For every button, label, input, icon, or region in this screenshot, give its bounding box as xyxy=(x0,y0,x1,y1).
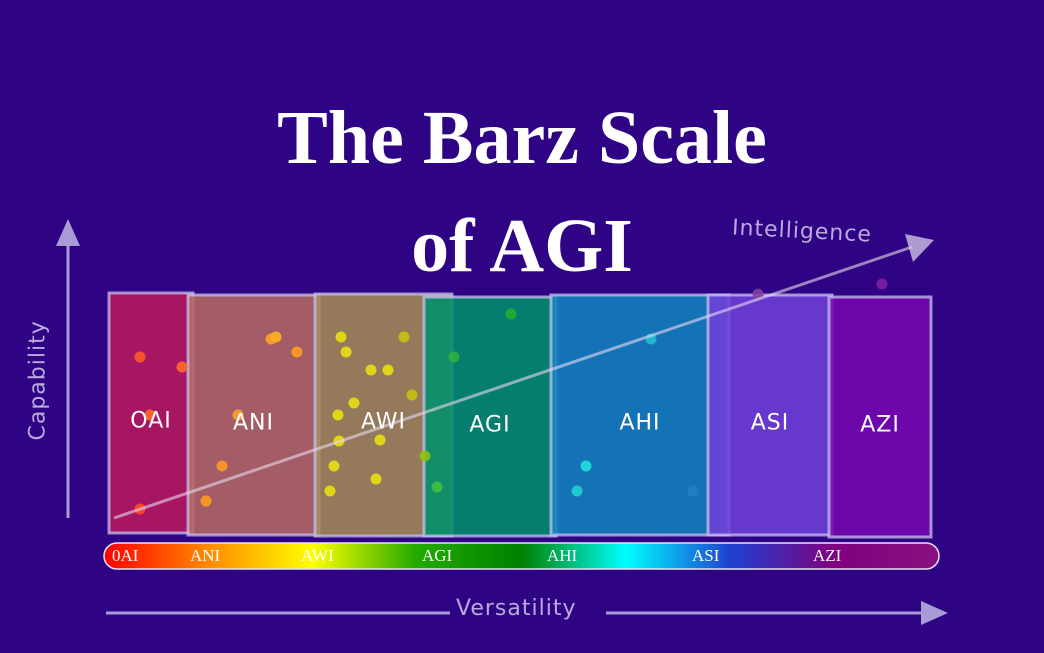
level-label-asi: ASI xyxy=(750,410,790,436)
level-box-ani xyxy=(186,293,321,537)
scatter-dot xyxy=(365,364,377,376)
capability-arrowhead-icon xyxy=(56,219,80,246)
scatter-dot xyxy=(270,331,282,343)
capability-axis-label: Capability xyxy=(25,320,51,441)
scatter-dot xyxy=(200,495,212,507)
intelligence-arrowhead-icon xyxy=(905,234,934,262)
scatter-dot xyxy=(876,278,888,290)
scatter-dot xyxy=(232,409,244,421)
scatter-dot xyxy=(431,481,443,493)
level-label-azi: AZI xyxy=(860,412,900,438)
scatter-dot xyxy=(340,346,352,358)
title-line-1: The Barz Scale xyxy=(277,96,767,180)
title-line-2: of AGI xyxy=(411,204,633,288)
scatter-dot xyxy=(374,434,386,446)
level-label-oai: OAI xyxy=(130,408,172,434)
scatter-dot xyxy=(398,331,410,343)
scatter-dot xyxy=(752,288,764,300)
scatter-dot xyxy=(580,460,592,472)
spectrum-label-0ai: 0AI xyxy=(112,546,139,565)
scatter-dot xyxy=(505,308,517,320)
spectrum-label-agi: AGI xyxy=(422,546,453,565)
level-box-azi xyxy=(827,295,933,539)
scatter-dot xyxy=(324,485,336,497)
spectrum-label-asi: ASI xyxy=(692,546,720,565)
scatter-dot xyxy=(571,485,583,497)
scatter-dot xyxy=(176,361,188,373)
scatter-dot xyxy=(134,351,146,363)
spectrum-label-ahi: AHI xyxy=(547,546,578,565)
versatility-arrowhead-icon xyxy=(921,601,948,625)
scatter-dot xyxy=(448,351,460,363)
intelligence-trend-line xyxy=(113,245,913,520)
scatter-dot xyxy=(348,397,360,409)
scatter-dot xyxy=(335,331,347,343)
spectrum-label-awi: AWI xyxy=(301,546,334,565)
scatter-dot xyxy=(291,346,303,358)
level-label-ani: ANI xyxy=(233,410,274,436)
scatter-dot xyxy=(406,389,418,401)
scatter-dot xyxy=(382,364,394,376)
spectrum-label-ani: ANI xyxy=(190,546,221,565)
level-label-ahi: AHI xyxy=(619,410,661,436)
scatter-dot xyxy=(332,409,344,421)
level-label-awi: AWI xyxy=(360,409,407,435)
level-label-agi: AGI xyxy=(469,412,511,438)
scatter-dot xyxy=(687,485,699,497)
versatility-axis-label: Versatility xyxy=(456,596,577,621)
level-box-asi xyxy=(706,293,834,537)
spectrum-bar xyxy=(103,542,940,570)
scatter-dot xyxy=(144,409,156,421)
scatter-dot xyxy=(216,460,228,472)
scatter-dot xyxy=(370,473,382,485)
spectrum-label-azi: AZI xyxy=(813,546,842,565)
scatter-dot xyxy=(328,460,340,472)
scatter-dot xyxy=(419,450,431,462)
